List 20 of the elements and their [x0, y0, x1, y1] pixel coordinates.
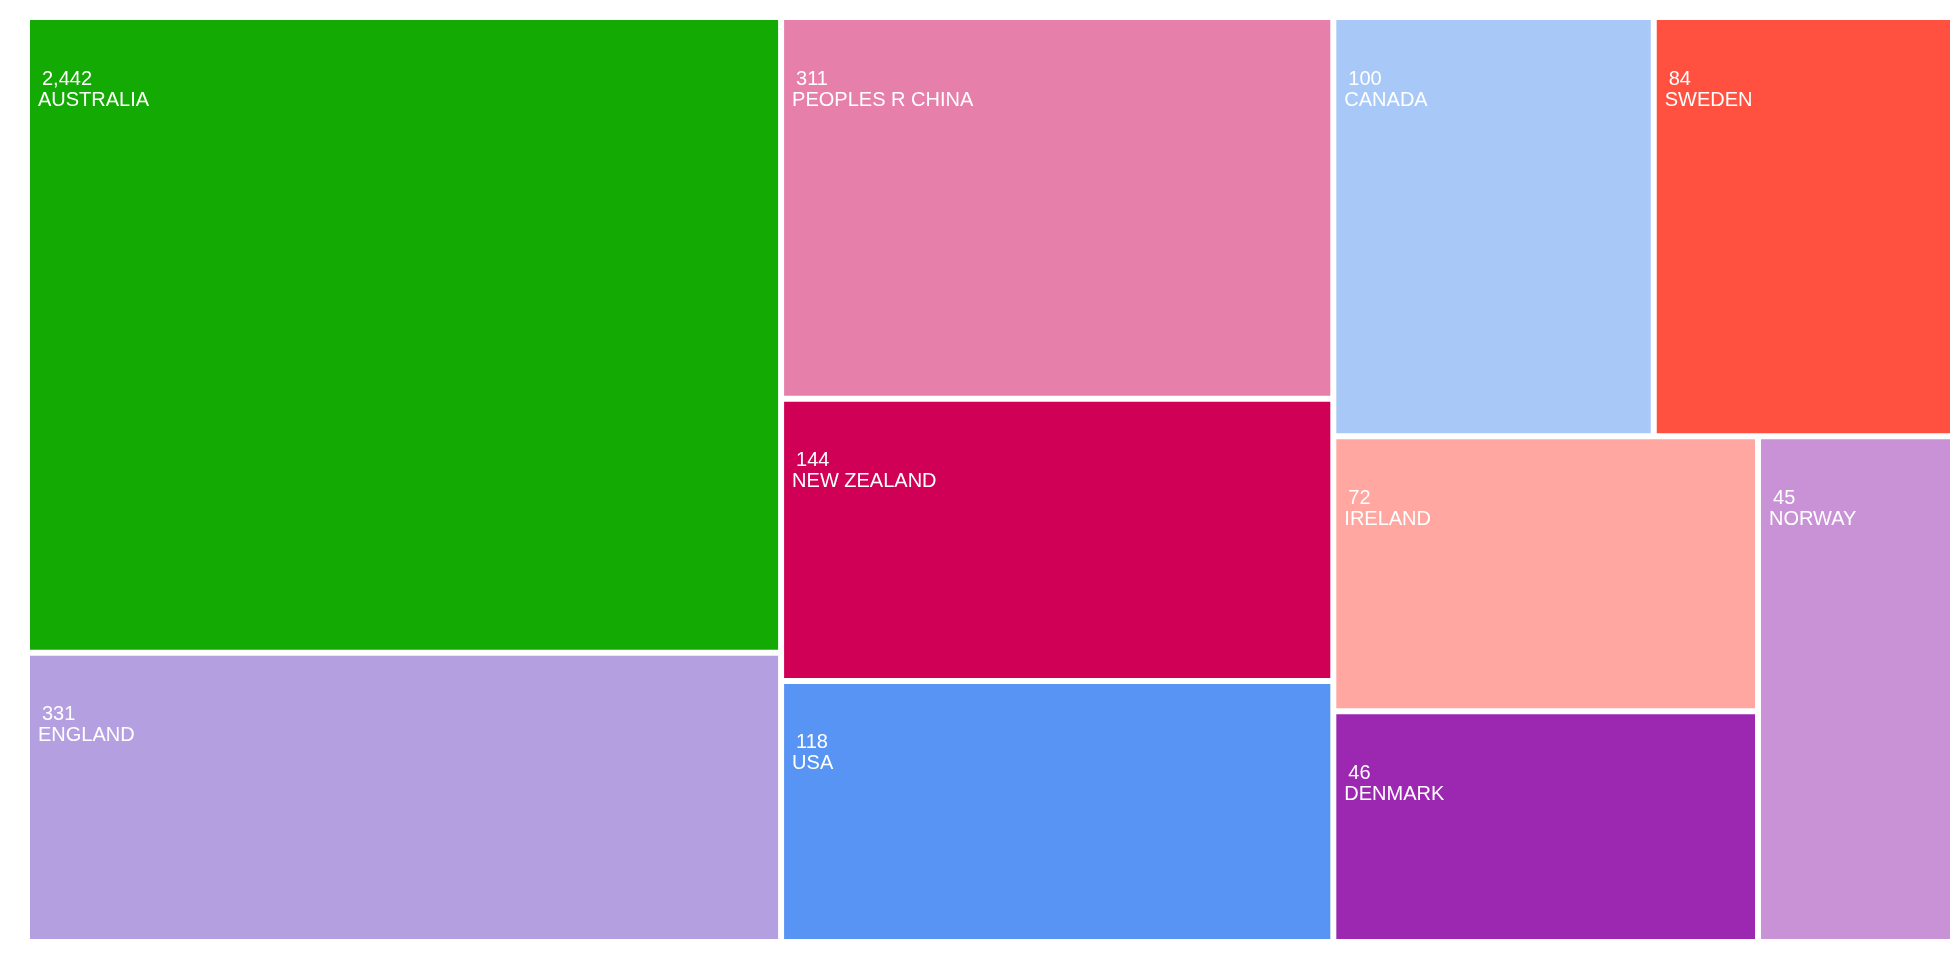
data-label: 144 — [796, 448, 830, 471]
data-label: 46 — [1348, 760, 1371, 783]
category-label: PEOPLES R CHINA — [792, 87, 974, 110]
category-label: DENMARK — [1344, 781, 1445, 804]
category-label: CANADA — [1344, 87, 1429, 110]
category-label: NORWAY — [1769, 506, 1857, 529]
data-label: 100 — [1348, 66, 1382, 89]
data-label: 84 — [1668, 66, 1691, 89]
data-label: 72 — [1348, 485, 1371, 508]
category-label: IRELAND — [1344, 506, 1432, 529]
data-label: 311 — [796, 66, 828, 89]
data-label: 45 — [1773, 485, 1796, 508]
data-label: 118 — [796, 730, 828, 753]
data-label: 2,442 — [42, 66, 93, 89]
data-label: 331 — [42, 702, 76, 725]
category-label: USA — [792, 751, 834, 774]
category-label: SWEDEN — [1664, 87, 1753, 110]
category-label: ENGLAND — [38, 723, 135, 746]
category-label: AUSTRALIA — [38, 87, 150, 110]
category-label: NEW ZEALAND — [792, 469, 937, 492]
